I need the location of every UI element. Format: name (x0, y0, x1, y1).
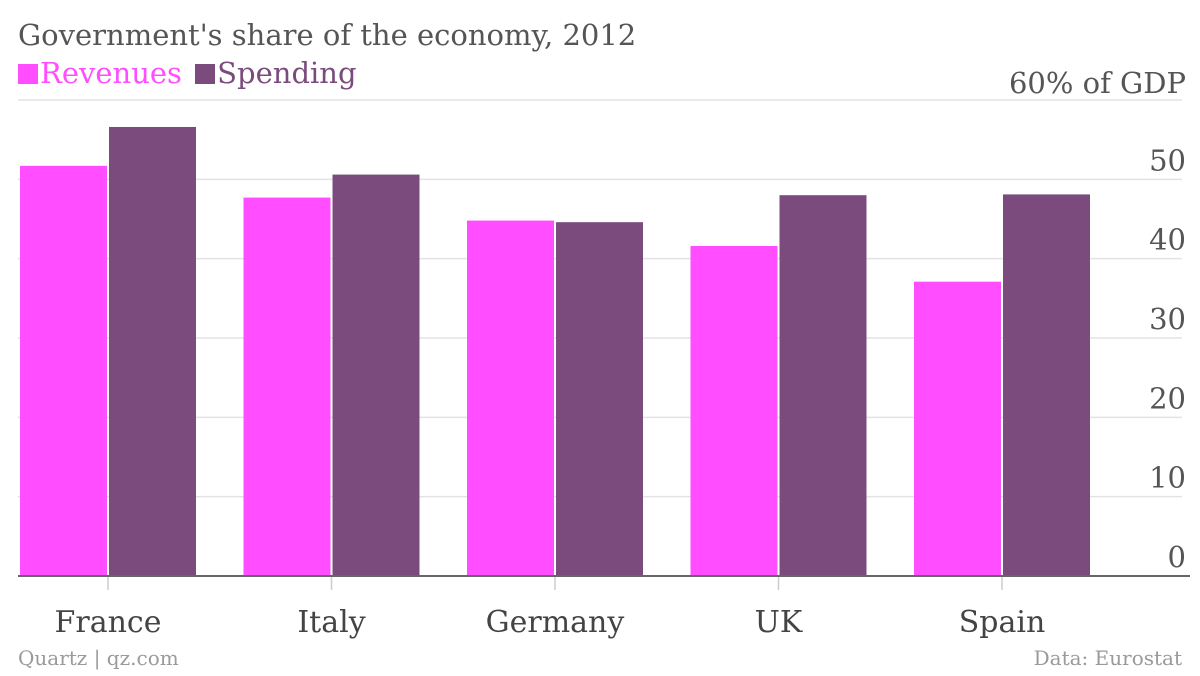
legend-item-revenues: Revenues (18, 56, 191, 90)
x-tick-label: UK (755, 605, 803, 640)
y-tick-label: 0 (1168, 540, 1186, 574)
bar-spending-spain (1003, 194, 1090, 576)
bar-revenues-germany (467, 220, 554, 576)
x-axis: France Italy Germany UK Spain (18, 575, 1190, 640)
legend-swatch-spending (195, 64, 216, 84)
y-tick-label: 20 (1149, 381, 1186, 415)
bar-revenues-spain (914, 281, 1001, 576)
x-tick-label: Germany (486, 605, 625, 640)
bar-spending-france (109, 126, 196, 577)
y-axis-top-label: 60% of GDP (1009, 66, 1186, 100)
legend-label-spending: Spending (217, 56, 357, 90)
bar-spending-italy (332, 174, 420, 576)
bar-revenues-france (20, 165, 107, 576)
bars (20, 126, 1090, 577)
legend-swatch-revenues (18, 64, 38, 84)
bar-spending-germany (556, 222, 643, 576)
y-tick-label: 50 (1149, 143, 1186, 177)
x-tick-label: France (55, 605, 162, 640)
x-tick-label: Italy (297, 605, 365, 640)
footer-credit: Quartz | qz.com (18, 646, 179, 670)
y-tick-label: 10 (1149, 461, 1186, 495)
bar-revenues-uk (690, 245, 778, 576)
legend-label-revenues: Revenues (40, 56, 182, 90)
legend-item-spending: Spending (195, 56, 357, 90)
y-axis: 0 10 20 30 40 50 60% of GDP (1009, 66, 1186, 574)
x-tick-label: Spain (959, 605, 1046, 640)
bar-spending-uk (779, 195, 867, 576)
y-tick-label: 40 (1149, 223, 1186, 257)
bar-revenues-italy (243, 197, 331, 576)
y-tick-label: 30 (1149, 302, 1186, 336)
footer-source: Data: Eurostat (1033, 646, 1182, 670)
legend: Revenues Spending (18, 56, 361, 90)
chart-title: Government's share of the economy, 2012 (18, 18, 637, 52)
